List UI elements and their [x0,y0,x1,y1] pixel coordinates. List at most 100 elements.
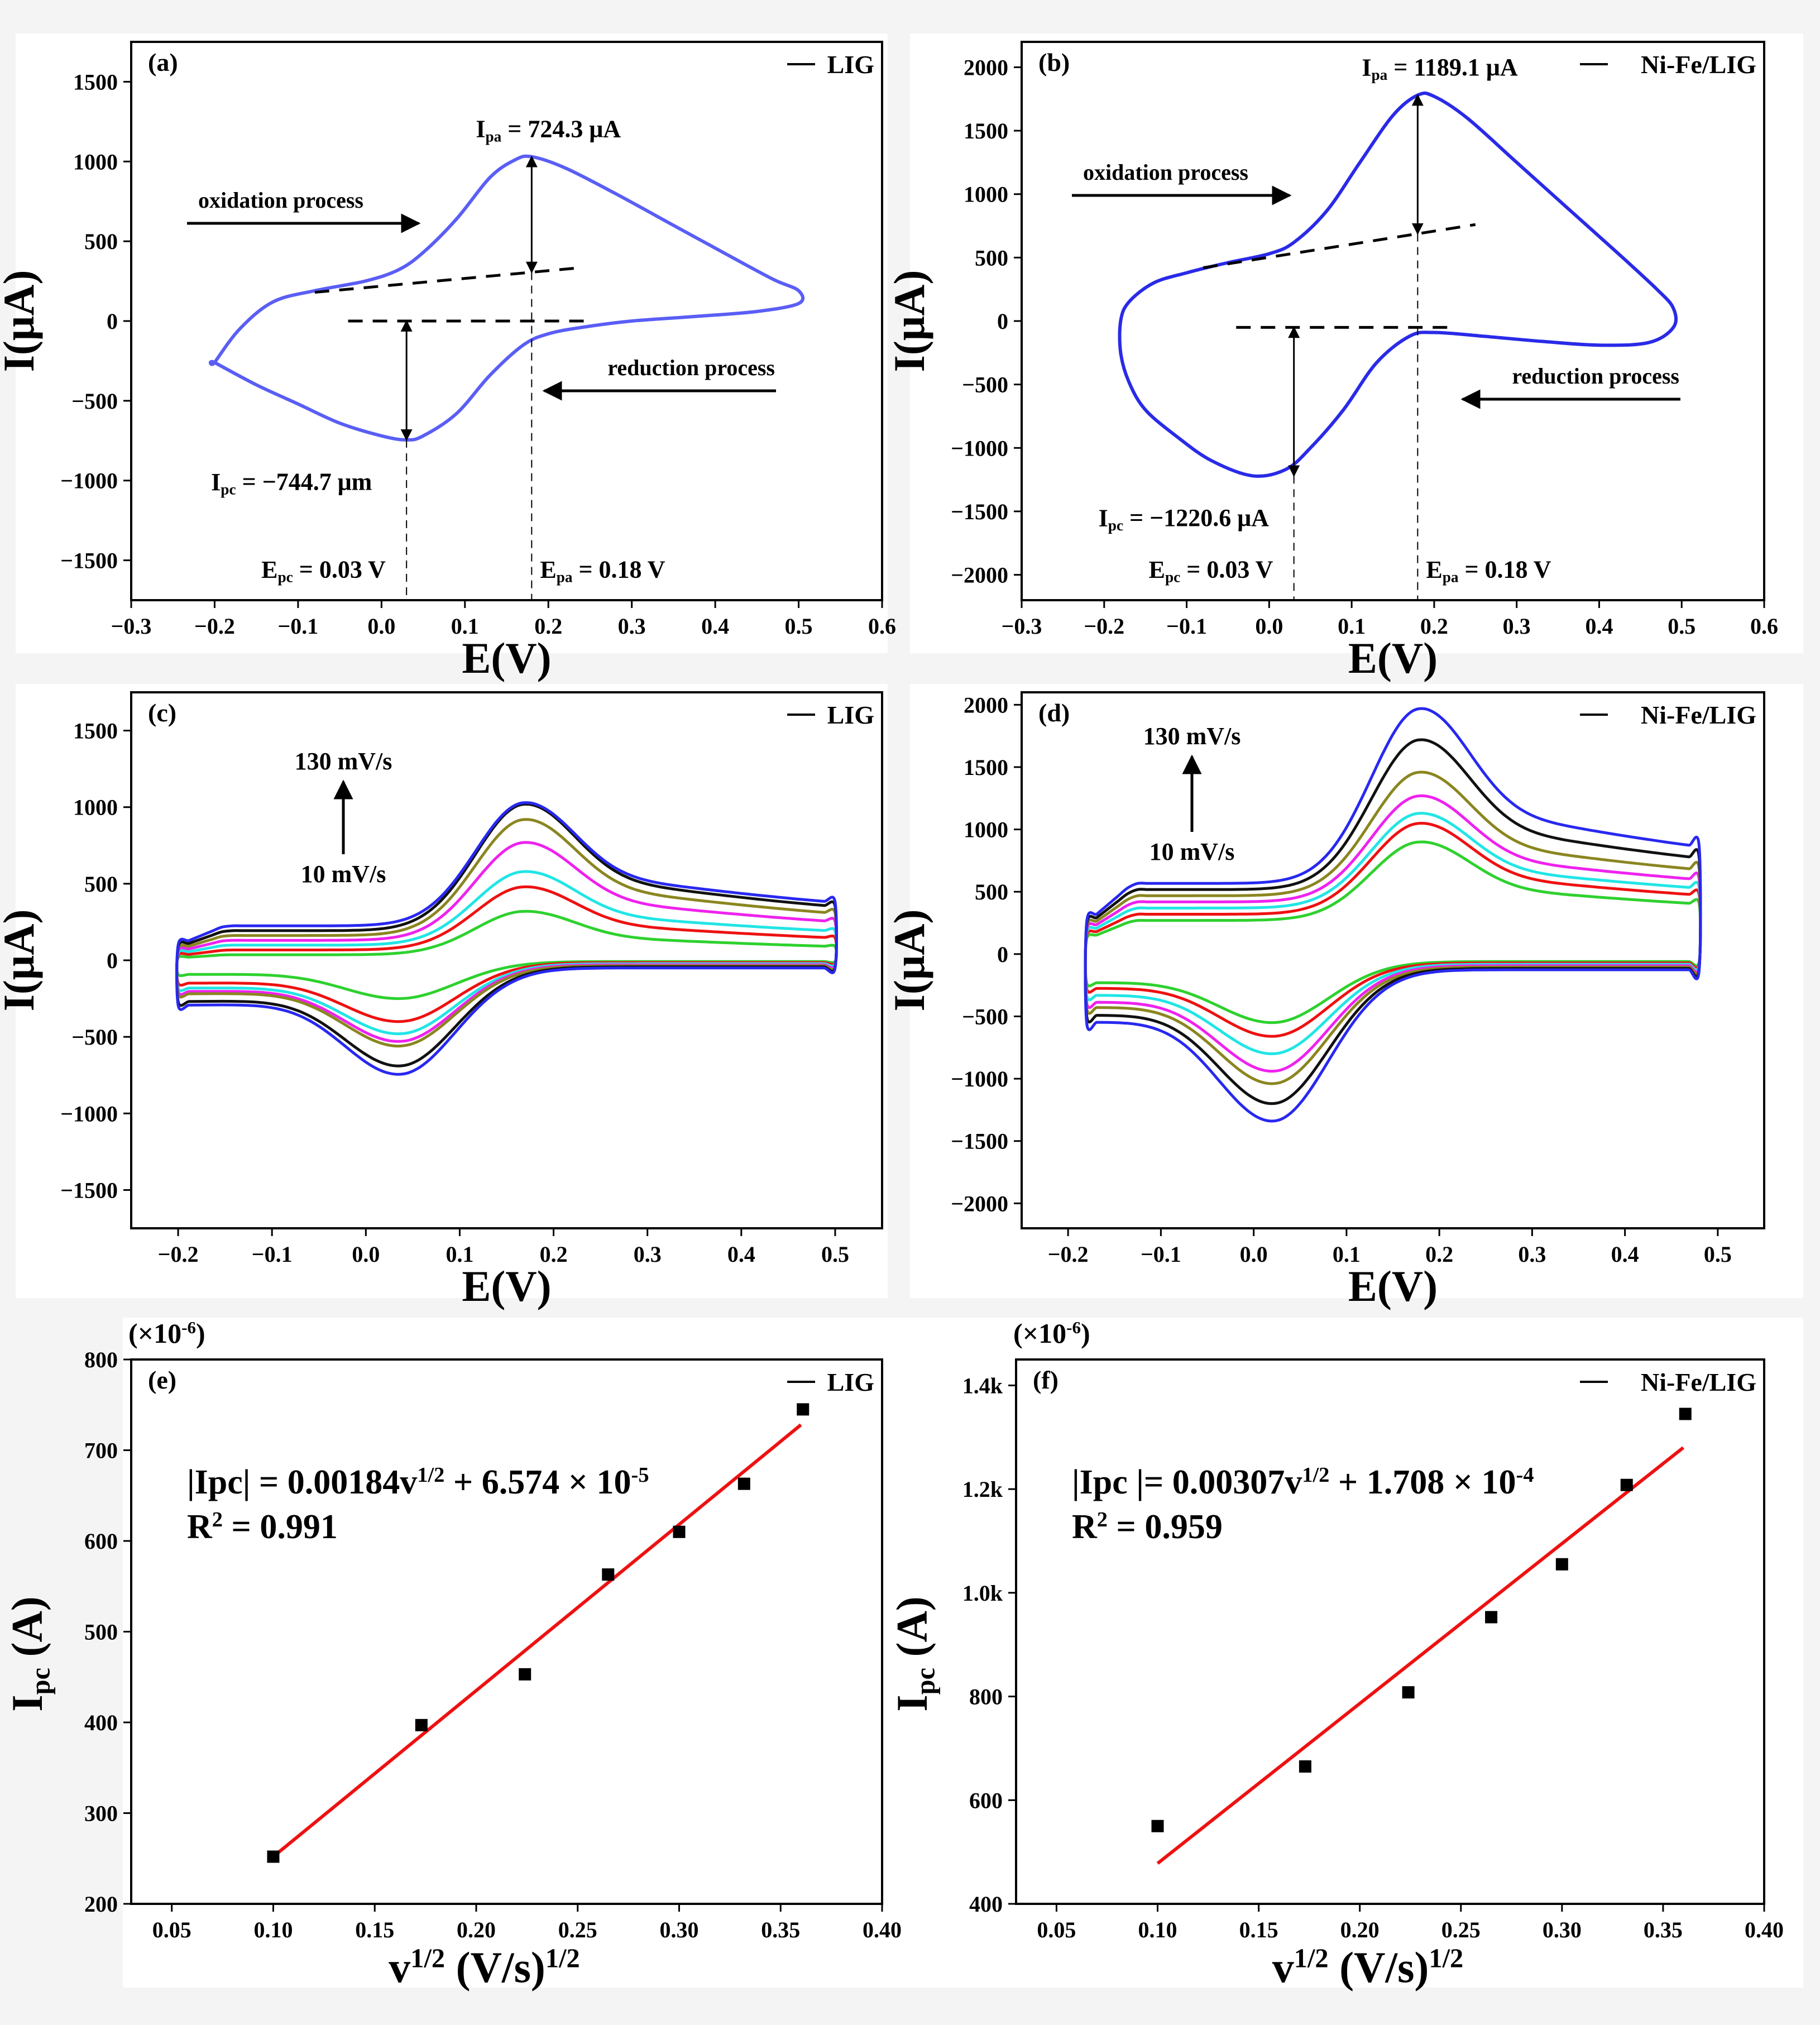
y-axis-label: Ipc (A) [3,1596,56,1712]
x-tick-label: 0.3 [618,614,646,639]
y-tick-label: 1000 [964,817,1008,842]
x-axis-label: E(V) [462,1262,551,1310]
x-tick-label: 0.35 [761,1917,800,1942]
fit-equation: |Ipc |= 0.00307v1/2 + 1.708 × 10-4 [1072,1463,1534,1501]
x-tick-label: 0.4 [701,614,729,639]
data-point [1555,1558,1568,1571]
x-tick-label: 0.0 [1240,1242,1268,1267]
epc-label-part: E [261,556,277,583]
epa-label-part: E [540,556,556,583]
panel-background [16,684,888,1298]
legend-label: LIG [827,701,874,729]
cv-curve [1118,91,1678,478]
legend-label: Ni-Fe/LIG [1641,1368,1756,1396]
scan-rate-top-label: 130 mV/s [1143,722,1241,750]
fit-equation-part: 1/2 [1302,1463,1329,1487]
data-point [519,1668,531,1681]
y-tick-label: −1500 [60,548,118,573]
x-tick-label: 0.2 [540,1242,568,1267]
fit-equation-part: -5 [631,1463,649,1487]
legend-label: Ni-Fe/LIG [1641,50,1756,79]
x-axis-label: E(V) [1348,634,1438,682]
x-tick-label: 0.2 [1420,614,1448,639]
y-tick-label: 1.4k [962,1373,1003,1398]
y-tick-label: 1000 [73,149,118,174]
anodic-baseline [1203,223,1476,270]
panel-d: −0.2 −0.1 0.0 0.1 0.2 0.3 0.4 0.5 −2000 −1500 −100… [885,684,1803,1310]
x-tick-label: −0.2 [158,1242,199,1267]
y-tick-label: 1.0k [962,1581,1003,1606]
ipc-label-part: = −1220.6 μA [1123,504,1269,532]
x-tick-label: 0.05 [1037,1917,1076,1942]
y-tick-label: −1500 [60,1177,118,1203]
y-axis-label-part: I [888,1694,936,1711]
y-axis-label: Ipc (A) [888,1596,941,1712]
y-multiplier-part: -6 [1066,1318,1081,1337]
ipa-label-part: = 724.3 μA [501,115,621,142]
x-tick-label: 0.4 [1611,1242,1639,1267]
ipa-label-part: = 1189.1 μA [1387,54,1518,81]
epa-label-part: pa [557,569,573,586]
y-tick-label: −1000 [951,435,1008,461]
x-tick-label: 0.5 [821,1242,849,1267]
y-multiplier: (×10-6) [128,1318,205,1349]
ipa-label-part: pa [1371,66,1387,83]
panel-background [904,1318,1803,1988]
y-tick-label: −1000 [951,1066,1008,1092]
legend-label: LIG [827,50,874,79]
y-tick-label: 1500 [73,69,118,94]
x-tick-label: 0.10 [1138,1917,1177,1942]
ipc-label: Ipc = −1220.6 μA [1099,504,1269,534]
y-multiplier-part: -6 [181,1318,196,1337]
scan-rate-top-label: 130 mV/s [295,748,392,775]
x-tick-label: 0.0 [352,1242,380,1267]
ipa-label: Ipa = 1189.1 μA [1362,54,1518,83]
epc-label-part: = 0.03 V [1180,556,1273,583]
x-axis-label: E(V) [1348,1262,1438,1310]
epc-label-part: pc [278,569,293,586]
y-axis-label-part: I [3,1694,51,1711]
y-tick-label: 1000 [964,182,1008,207]
legend-label: LIG [827,1368,874,1396]
y-tick-label: 300 [84,1801,118,1826]
y-tick-label: 600 [969,1788,1003,1813]
ipc-label: Ipc = −744.7 μm [211,468,372,498]
y-tick-label: −1000 [60,468,118,494]
x-tick-label: 0.35 [1644,1917,1683,1942]
legend-label: Ni-Fe/LIG [1641,701,1756,729]
y-tick-label: −1500 [951,499,1008,524]
x-tick-label: 0.2 [534,614,562,639]
panel-c: −0.2 −0.1 0.0 0.1 0.2 0.3 0.4 0.5 −1500 −1000 −500… [0,684,888,1310]
x-tick-label: 0.6 [868,614,896,639]
x-axis-label-part: 1/2 [410,1943,445,1973]
r-squared-part: = 0.959 [1108,1508,1223,1546]
r-squared-part: = 0.991 [223,1508,338,1546]
y-tick-label: 500 [84,1620,118,1645]
plot-frame [1015,1358,1765,1905]
epc-label: Epc = 0.03 V [1149,556,1273,586]
ipc-label-part: I [211,468,221,496]
y-tick-label: −500 [71,1025,118,1050]
y-tick-label: 0 [997,942,1008,967]
y-tick-label: 1500 [73,719,118,744]
y-tick-label: 500 [84,229,118,254]
epc-label-part: = 0.03 V [293,556,386,583]
ipc-label-part: = −744.7 μm [236,468,372,496]
r-squared: R2 = 0.991 [187,1508,338,1546]
y-multiplier-part: (×10 [1013,1318,1066,1349]
panel-background [910,684,1803,1298]
x-tick-label: 0.1 [451,614,479,639]
y-tick-label: −2000 [951,1191,1008,1216]
x-tick-label: 0.20 [457,1917,496,1942]
x-tick-label: 0.30 [1543,1917,1582,1942]
y-tick-label: 1500 [964,118,1008,143]
y-tick-label: 1000 [73,795,118,820]
fit-equation-part: + 6.574 × 10 [444,1463,631,1501]
x-tick-label: 0.10 [253,1917,293,1942]
y-axis-label-part: pc [26,1668,56,1694]
epa-label-part: = 0.18 V [1458,556,1551,583]
x-axis-label: v1/2 (V/s)1/2 [389,1943,579,1992]
x-tick-label: 0.3 [1518,1242,1546,1267]
x-tick-label: −0.1 [277,614,318,639]
